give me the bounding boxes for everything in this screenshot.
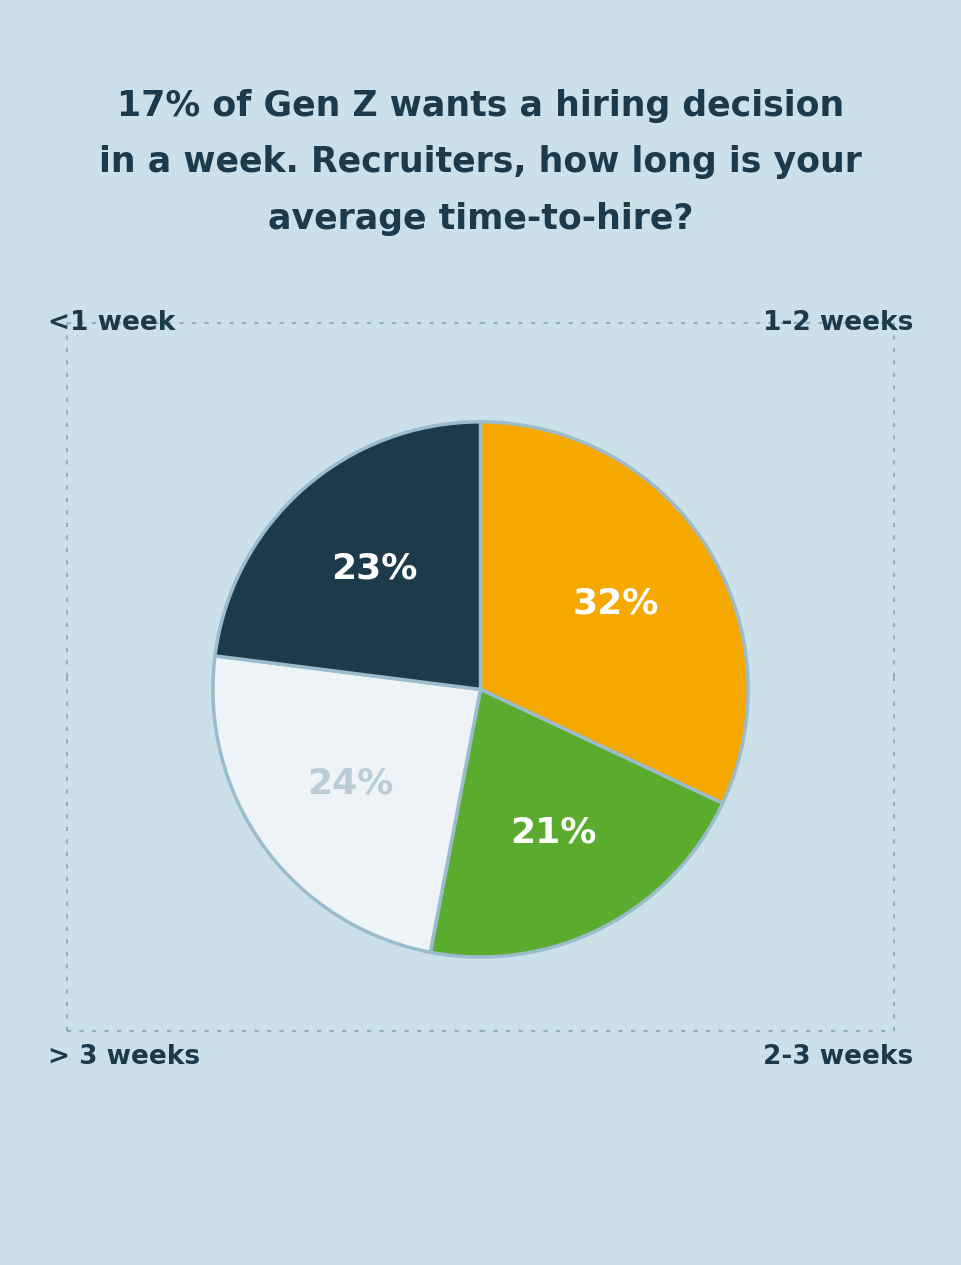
Text: 2-3 weeks: 2-3 weeks — [763, 1044, 913, 1070]
Text: 32%: 32% — [573, 587, 659, 620]
Text: > 3 weeks: > 3 weeks — [48, 1044, 200, 1070]
Text: average time-to-hire?: average time-to-hire? — [268, 202, 693, 237]
Text: 23%: 23% — [332, 552, 417, 586]
Wedge shape — [480, 421, 748, 803]
Wedge shape — [431, 689, 723, 958]
Text: <1 week: <1 week — [48, 310, 176, 336]
Text: 1-2 weeks: 1-2 weeks — [763, 310, 913, 336]
Text: 17% of Gen Z wants a hiring decision: 17% of Gen Z wants a hiring decision — [117, 89, 844, 123]
Wedge shape — [213, 655, 480, 953]
Wedge shape — [215, 421, 481, 689]
Text: in a week. Recruiters, how long is your: in a week. Recruiters, how long is your — [99, 145, 862, 180]
Text: 21%: 21% — [510, 816, 597, 850]
Text: 24%: 24% — [308, 767, 394, 801]
